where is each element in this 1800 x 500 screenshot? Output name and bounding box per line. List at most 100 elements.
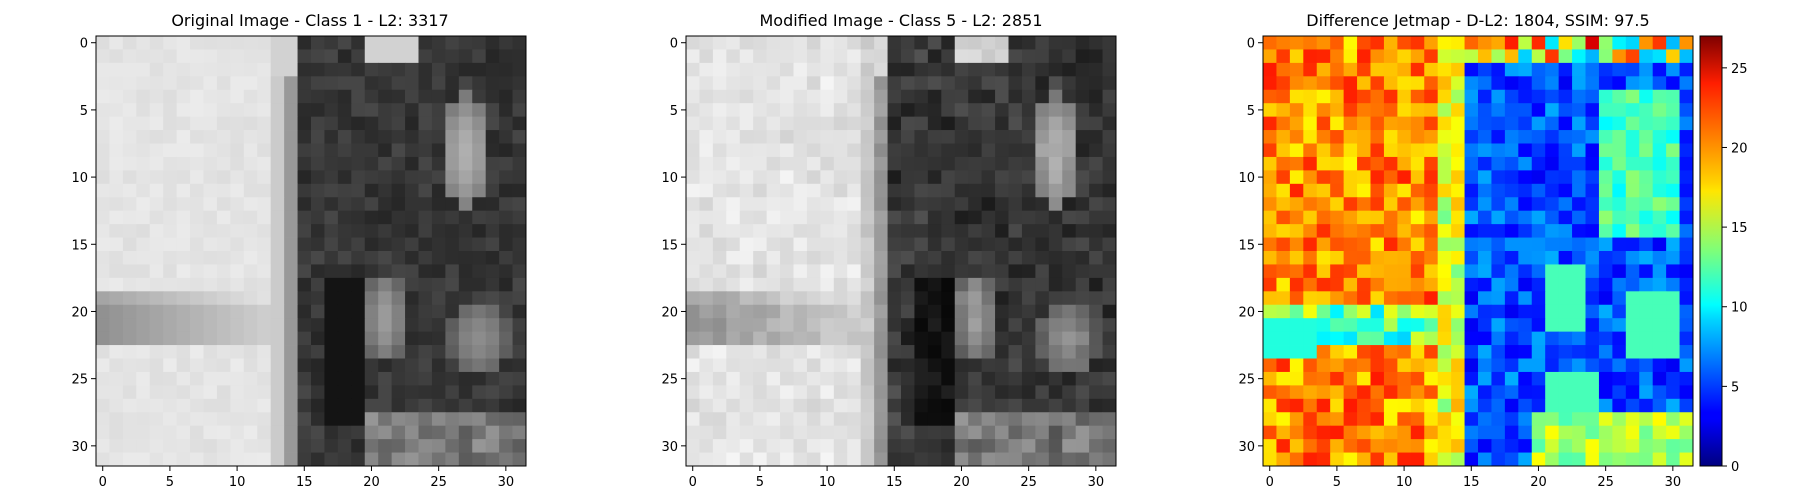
heatmap-cell xyxy=(712,156,727,171)
heatmap-cell xyxy=(712,170,727,185)
heatmap-cell xyxy=(712,425,727,440)
heatmap-cell xyxy=(190,210,204,225)
heatmap-cell xyxy=(1330,224,1345,238)
heatmap-cell xyxy=(190,345,204,359)
heatmap-cell xyxy=(981,76,996,91)
heatmap-cell xyxy=(1504,143,1519,158)
heatmap-cell xyxy=(1397,452,1412,467)
heatmap-cell xyxy=(1424,103,1439,118)
heatmap-cell xyxy=(1289,358,1304,373)
heatmap-cell xyxy=(1008,398,1023,413)
heatmap-cell xyxy=(324,36,339,50)
heatmap-cell xyxy=(954,385,969,400)
heatmap-cell xyxy=(981,398,996,413)
heatmap-cell xyxy=(311,371,325,386)
heatmap-cell xyxy=(337,116,352,131)
heatmap-cell xyxy=(1639,49,1654,64)
heatmap-cell xyxy=(887,371,902,386)
heatmap-cell xyxy=(311,36,325,50)
heatmap-cell xyxy=(122,224,137,238)
heatmap-cell xyxy=(485,318,500,333)
heatmap-cell xyxy=(1062,62,1077,77)
heatmap-cell xyxy=(793,36,808,50)
heatmap-cell xyxy=(860,62,875,77)
heatmap-cell xyxy=(149,371,164,386)
heatmap-cell xyxy=(699,62,714,77)
heatmap-cell xyxy=(1089,291,1103,306)
heatmap-cell xyxy=(1504,237,1519,252)
heatmap-cell xyxy=(699,183,714,198)
heatmap-cell xyxy=(1518,210,1533,225)
heatmap-cell xyxy=(1021,425,1036,440)
heatmap-cell xyxy=(1289,210,1304,225)
heatmap-cell xyxy=(1679,76,1694,91)
heatmap-cell xyxy=(753,425,768,440)
heatmap-cell xyxy=(458,371,473,386)
heatmap-cell xyxy=(176,358,191,373)
heatmap-cell xyxy=(1518,36,1533,50)
heatmap-cell xyxy=(860,345,875,359)
heatmap-cell xyxy=(1531,36,1546,50)
heatmap-cell xyxy=(981,331,996,346)
heatmap-cell xyxy=(1679,291,1694,306)
heatmap-cell xyxy=(136,143,151,158)
heatmap-cell xyxy=(806,76,821,91)
heatmap-cell xyxy=(270,36,285,50)
heatmap-cell xyxy=(1089,197,1103,212)
heatmap-cell xyxy=(351,170,366,185)
heatmap-cell xyxy=(445,197,460,212)
heatmap-cell xyxy=(1679,130,1694,144)
heatmap-cell xyxy=(163,210,178,225)
heatmap-cell xyxy=(1612,143,1627,158)
heatmap-cell xyxy=(1343,251,1358,265)
heatmap-cell xyxy=(1289,130,1304,144)
heatmap-cell xyxy=(351,304,366,319)
heatmap-cell xyxy=(739,62,754,77)
heatmap-cell xyxy=(472,439,487,453)
heatmap-cell xyxy=(1572,156,1586,171)
heatmap-cell xyxy=(1545,89,1560,104)
heatmap-cell xyxy=(1478,304,1492,319)
heatmap-cell xyxy=(136,170,151,185)
heatmap-cell xyxy=(833,318,848,333)
heatmap-cell xyxy=(1410,197,1425,212)
heatmap-cell xyxy=(1263,183,1277,198)
heatmap-cell xyxy=(887,62,902,77)
heatmap-cell xyxy=(1491,210,1506,225)
heatmap-cell xyxy=(445,210,460,225)
heatmap-cell xyxy=(512,304,527,319)
heatmap-cell xyxy=(1343,331,1358,346)
heatmap-cell xyxy=(257,49,272,64)
heatmap-cell xyxy=(149,237,164,252)
heatmap-cell xyxy=(833,304,848,319)
heatmap-cell xyxy=(686,183,700,198)
heatmap-cell xyxy=(499,264,513,279)
heatmap-cell xyxy=(833,143,848,158)
heatmap-cell xyxy=(1625,224,1640,238)
heatmap-cell xyxy=(1343,412,1358,427)
heatmap-cell xyxy=(149,210,164,225)
heatmap-cell xyxy=(512,452,527,467)
heatmap-cell xyxy=(1289,452,1304,467)
heatmap-cell xyxy=(1504,318,1519,333)
heatmap-cell xyxy=(1478,371,1492,386)
heatmap-cell xyxy=(1437,49,1452,64)
heatmap-cell xyxy=(901,116,915,131)
heatmap-cell xyxy=(887,291,902,306)
heatmap-cell xyxy=(284,277,298,292)
heatmap-cell xyxy=(351,439,366,453)
heatmap-cell xyxy=(1303,318,1318,333)
heatmap-cell xyxy=(1289,345,1304,359)
heatmap-cell xyxy=(1625,439,1640,453)
heatmap-cell xyxy=(860,412,875,427)
heatmap-cell xyxy=(1330,62,1345,77)
panel-title: Modified Image - Class 5 - L2: 2851 xyxy=(759,11,1042,30)
heatmap-cell xyxy=(1330,183,1345,198)
heatmap-cell xyxy=(512,331,527,346)
heatmap-cell xyxy=(176,237,191,252)
heatmap-cell xyxy=(109,36,124,50)
heatmap-cell xyxy=(445,62,460,77)
heatmap-cell xyxy=(1424,143,1439,158)
heatmap-cell xyxy=(1383,143,1398,158)
heatmap-cell xyxy=(968,439,983,453)
